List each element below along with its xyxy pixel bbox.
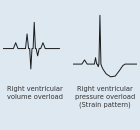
Text: Right ventricular
pressure overload
(Strain pattern): Right ventricular pressure overload (Str… bbox=[75, 86, 135, 108]
Text: Right ventricular
volume overload: Right ventricular volume overload bbox=[7, 86, 63, 100]
